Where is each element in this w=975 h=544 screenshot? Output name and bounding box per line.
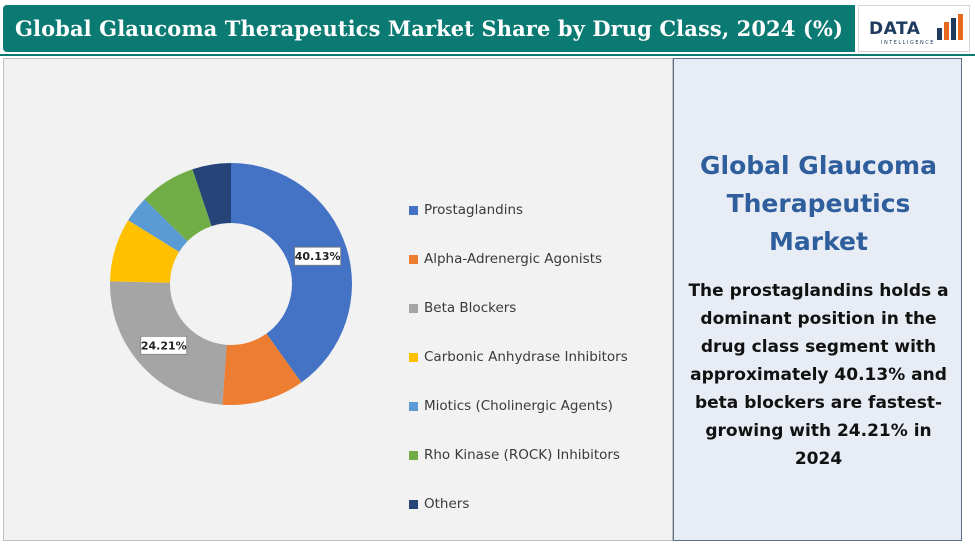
- donut-slice-miotics-cholinergic-agents: [128, 199, 188, 252]
- summary-heading-line: Market: [769, 227, 868, 256]
- summary-line: dominant position in the: [700, 309, 937, 329]
- chart-title: Global Glaucoma Therapeutics Market Shar…: [14, 16, 844, 41]
- title-bar: Global Glaucoma Therapeutics Market Shar…: [3, 5, 855, 52]
- summary-line: beta blockers are fastest-: [694, 393, 942, 413]
- donut-slice-prostaglandins: [231, 163, 352, 383]
- summary-panel: Global Glaucoma Therapeutics Market The …: [673, 58, 962, 541]
- summary-heading-line: Global Glaucoma: [700, 151, 937, 180]
- legend-item-miotics-cholinergic-agents: Miotics (Cholinergic Agents): [409, 397, 613, 415]
- legend-swatch: [409, 205, 418, 215]
- summary-heading: Global Glaucoma Therapeutics Market: [684, 147, 953, 261]
- legend-item-others: Others: [409, 495, 469, 513]
- summary-line: drug class segment with: [700, 337, 937, 357]
- legend-item-alpha-adrenergic-agonists: Alpha-Adrenergic Agonists: [409, 250, 602, 268]
- logo-wordmark: DATA: [869, 19, 921, 39]
- donut-slice-others: [192, 163, 231, 227]
- summary-text: The prostaglandins holds a dominant posi…: [682, 277, 955, 473]
- donut-slice-rho-kinase-rock-inhibitors: [144, 169, 212, 242]
- summary-line: The prostaglandins holds a: [688, 281, 949, 301]
- header-band: Global Glaucoma Therapeutics Market Shar…: [0, 0, 975, 58]
- data-label-text: 24.21%: [141, 339, 187, 352]
- legend-item-rho-kinase-rock-inhibitors: Rho Kinase (ROCK) Inhibitors: [409, 446, 620, 464]
- legend-swatch: [409, 499, 418, 509]
- donut-slice-carbonic-anhydrase-inhibitors: [110, 220, 180, 283]
- donut-slice-alpha-adrenergic-agonists: [222, 333, 302, 405]
- summary-heading-line: Therapeutics: [726, 189, 911, 218]
- legend-swatch: [409, 401, 418, 411]
- data-label-prostaglandins: 40.13%: [294, 246, 342, 266]
- chart-panel: 40.13% 24.21% Prostaglandins Alpha-Adrener…: [3, 58, 673, 541]
- legend-label: Others: [424, 496, 470, 512]
- legend-label: Miotics (Cholinergic Agents): [424, 398, 613, 414]
- legend-swatch: [409, 303, 418, 313]
- summary-line: 2024: [794, 449, 843, 469]
- legend-swatch: [409, 352, 418, 362]
- legend-item-beta-blockers: Beta Blockers: [409, 299, 516, 317]
- legend-label: Prostaglandins: [424, 202, 524, 218]
- data-label-box: [140, 335, 188, 355]
- summary-line: growing with 24.21% in: [705, 421, 932, 441]
- data-label-text: 40.13%: [295, 250, 341, 263]
- legend-item-carbonic-anhydrase-inhibitors: Carbonic Anhydrase Inhibitors: [409, 348, 628, 366]
- legend-label: Beta Blockers: [424, 300, 517, 316]
- legend-swatch: [409, 450, 418, 460]
- summary-line: approximately 40.13% and: [690, 365, 947, 385]
- legend-item-prostaglandins: Prostaglandins: [409, 201, 523, 219]
- legend-label: Carbonic Anhydrase Inhibitors: [424, 349, 628, 365]
- legend-label: Alpha-Adrenergic Agonists: [424, 251, 603, 267]
- data-label-box: [294, 246, 342, 266]
- header-divider: [0, 54, 975, 56]
- legend-label: Rho Kinase (ROCK) Inhibitors: [424, 447, 620, 463]
- logo-subtext: INTELLIGENCE: [881, 40, 935, 46]
- legend-swatch: [409, 254, 418, 264]
- bar-chart-logo-icon: [937, 14, 963, 40]
- data-label-beta-blockers: 24.21%: [140, 335, 188, 355]
- brand-logo: DATA INTELLIGENCE: [858, 5, 970, 52]
- donut-chart: 40.13% 24.21%: [110, 163, 352, 405]
